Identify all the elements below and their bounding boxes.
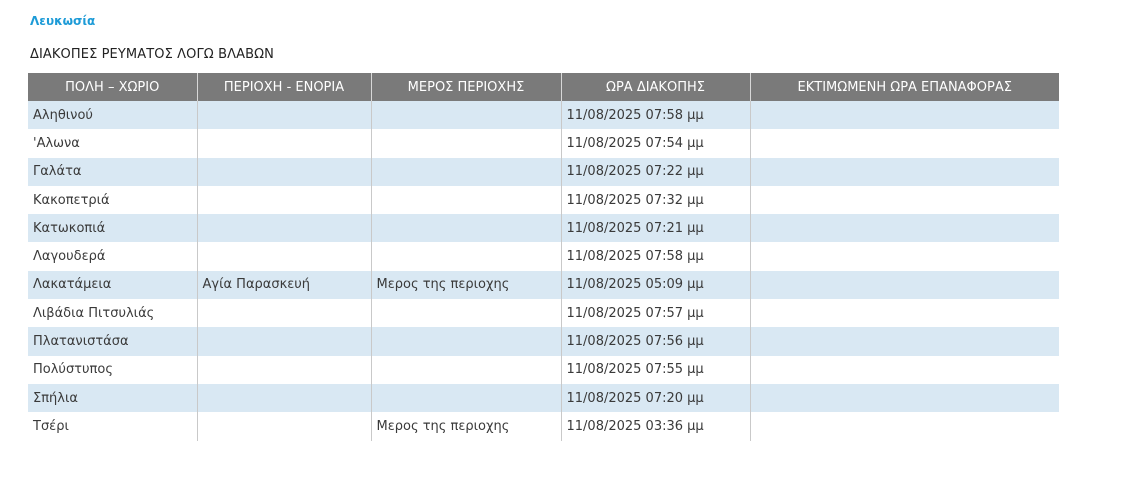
outages-table: ΠΟΛΗ – ΧΩΡΙΟ ΠΕΡΙΟΧΗ - ΕΝΟΡΙΑ ΜΕΡΟΣ ΠΕΡΙ… <box>28 73 1059 441</box>
cell-area-parish <box>196 101 371 130</box>
table-row: Λιβάδια Πιτσυλιάς 11/08/2025 07:57 μμ <box>28 299 1059 328</box>
cell-area-parish <box>196 214 371 243</box>
cell-area-parish <box>196 412 371 441</box>
cell-estimated-restore-time <box>749 242 1059 271</box>
cell-area-part <box>370 327 561 356</box>
cell-area-parish <box>196 185 371 215</box>
cell-estimated-restore-time <box>749 185 1059 215</box>
cell-area-parish <box>196 383 371 413</box>
cell-outage-time: 11/08/2025 07:22 μμ <box>560 157 750 186</box>
cell-outage-time: 11/08/2025 07:56 μμ <box>560 327 750 356</box>
cell-estimated-restore-time <box>749 299 1059 328</box>
cell-area-parish <box>196 157 371 186</box>
cell-estimated-restore-time <box>749 157 1059 186</box>
cell-outage-time: 11/08/2025 07:57 μμ <box>560 299 750 328</box>
cell-area-part <box>370 129 561 158</box>
cell-area-parish <box>196 242 371 271</box>
cell-city-village: Κατωκοπιά <box>28 214 197 243</box>
cell-outage-time: 11/08/2025 05:09 μμ <box>560 270 750 300</box>
cell-city-village: Πλατανιστάσα <box>28 327 197 356</box>
table-row: Γαλάτα 11/08/2025 07:22 μμ <box>28 157 1059 186</box>
cell-city-village: Λιβάδια Πιτσυλιάς <box>28 299 197 328</box>
table-row: Αληθινού 11/08/2025 07:58 μμ <box>28 101 1059 130</box>
cell-area-parish <box>196 129 371 158</box>
cell-estimated-restore-time <box>749 383 1059 413</box>
cell-area-parish: Αγία Παρασκευή <box>196 270 371 300</box>
region-title-link[interactable]: Λευκωσία <box>30 14 96 28</box>
cell-outage-time: 11/08/2025 07:58 μμ <box>560 101 750 130</box>
cell-outage-time: 11/08/2025 07:55 μμ <box>560 355 750 384</box>
cell-city-village: Αληθινού <box>28 101 197 130</box>
cell-city-village: Κακοπετριά <box>28 185 197 215</box>
cell-estimated-restore-time <box>749 327 1059 356</box>
table-row: Πολύστυπος 11/08/2025 07:55 μμ <box>28 355 1059 384</box>
cell-outage-time: 11/08/2025 07:58 μμ <box>560 242 750 271</box>
cell-area-part <box>370 299 561 328</box>
cell-area-part <box>370 214 561 243</box>
table-row: Τσέρι Μερος της περιοχης 11/08/2025 03:36 … <box>28 412 1059 441</box>
cell-city-village: 'Αλωνα <box>28 129 197 158</box>
cell-area-parish <box>196 299 371 328</box>
cell-city-village: Τσέρι <box>28 412 197 441</box>
cell-area-part: Μερος της περιοχης <box>370 270 561 300</box>
table-row: 'Αλωνα 11/08/2025 07:54 μμ <box>28 129 1059 158</box>
cell-estimated-restore-time <box>749 412 1059 441</box>
cell-city-village: Λακατάμεια <box>28 270 197 300</box>
cell-area-part <box>370 383 561 413</box>
table-body: Αληθινού 11/08/2025 07:58 μμ 'Αλωνα 11/08/2… <box>28 101 1059 441</box>
cell-estimated-restore-time <box>749 129 1059 158</box>
cell-area-part <box>370 355 561 384</box>
cell-outage-time: 11/08/2025 07:20 μμ <box>560 383 750 413</box>
cell-estimated-restore-time <box>749 101 1059 130</box>
cell-area-parish <box>196 355 371 384</box>
cell-area-part <box>370 101 561 130</box>
section-heading: ΔΙΑΚΟΠΕΣ ΡΕΥΜΑΤΟΣ ΛΟΓΩ ΒΛΑΒΩΝ <box>30 47 274 62</box>
table-row: Πλατανιστάσα 11/08/2025 07:56 μμ <box>28 327 1059 356</box>
header-outage-time: ΩΡΑ ΔΙΑΚΟΠΗΣ <box>560 73 750 101</box>
cell-outage-time: 11/08/2025 07:54 μμ <box>560 129 750 158</box>
table-row: Λαγουδερά 11/08/2025 07:58 μμ <box>28 242 1059 271</box>
cell-city-village: Λαγουδερά <box>28 242 197 271</box>
cell-area-part <box>370 185 561 215</box>
cell-city-village: Σπήλια <box>28 383 197 413</box>
cell-outage-time: 11/08/2025 07:32 μμ <box>560 185 750 215</box>
cell-estimated-restore-time <box>749 270 1059 300</box>
table-row: Λακατάμεια Αγία Παρασκευή Μερος της περιοχ… <box>28 270 1059 300</box>
cell-area-part <box>370 157 561 186</box>
cell-outage-time: 11/08/2025 07:21 μμ <box>560 214 750 243</box>
table-row: Κακοπετριά 11/08/2025 07:32 μμ <box>28 185 1059 215</box>
header-city-village: ΠΟΛΗ – ΧΩΡΙΟ <box>28 73 197 101</box>
header-area-parish: ΠΕΡΙΟΧΗ - ΕΝΟΡΙΑ <box>196 73 371 101</box>
cell-outage-time: 11/08/2025 03:36 μμ <box>560 412 750 441</box>
cell-area-part <box>370 242 561 271</box>
cell-city-village: Γαλάτα <box>28 157 197 186</box>
header-area-part: ΜΕΡΟΣ ΠΕΡΙΟΧΗΣ <box>370 73 561 101</box>
header-estimated-restore-time: ΕΚΤΙΜΩΜΕΝΗ ΩΡΑ ΕΠΑΝΑΦΟΡΑΣ <box>749 73 1059 101</box>
table-row: Σπήλια 11/08/2025 07:20 μμ <box>28 383 1059 413</box>
table-header-row: ΠΟΛΗ – ΧΩΡΙΟ ΠΕΡΙΟΧΗ - ΕΝΟΡΙΑ ΜΕΡΟΣ ΠΕΡΙ… <box>28 73 1059 101</box>
cell-area-part: Μερος της περιοχης <box>370 412 561 441</box>
cell-city-village: Πολύστυπος <box>28 355 197 384</box>
table-row: Κατωκοπιά 11/08/2025 07:21 μμ <box>28 214 1059 243</box>
cell-estimated-restore-time <box>749 355 1059 384</box>
cell-area-parish <box>196 327 371 356</box>
cell-estimated-restore-time <box>749 214 1059 243</box>
